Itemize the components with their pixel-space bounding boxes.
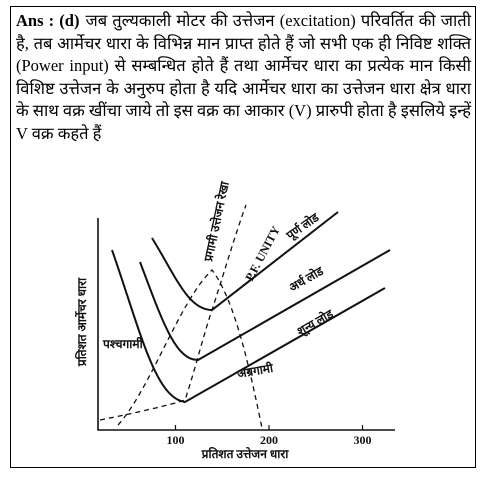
x-tick-label: 100 — [167, 433, 185, 447]
answer-label: Ans : (d) — [16, 11, 80, 30]
frame — [10, 6, 476, 468]
y-axis-label: प्रतिशत आर्मेचर धारा — [75, 277, 89, 367]
label-unity: P.F. UNITY — [242, 223, 283, 283]
x-tick-label: 300 — [354, 433, 372, 447]
label-leading: अग्रगामी — [236, 361, 275, 381]
label-lagging: पश्चगामी — [102, 337, 144, 351]
no-load-curve — [111, 249, 386, 404]
x-tick-label: 200 — [260, 433, 278, 447]
unity-line — [99, 204, 247, 421]
excitation-line — [117, 269, 263, 429]
answer: Ans : (d) जब तुल्यकाली मोटर की उत्तेजन (e… — [16, 10, 471, 145]
full-load-curve — [151, 211, 339, 312]
answer-text: जब तुल्यकाली मोटर की उत्तेजन (excitation… — [16, 11, 471, 143]
label-excitation-line: प्रगामी उत्तेजन रेखा — [201, 179, 232, 263]
axes — [97, 218, 395, 431]
x-axis-label: प्रतिशत उत्तेजन धारा — [201, 447, 290, 461]
half-load-curve — [139, 249, 391, 362]
label-no-load: शून्य लोड — [295, 307, 337, 340]
curves — [97, 204, 395, 431]
